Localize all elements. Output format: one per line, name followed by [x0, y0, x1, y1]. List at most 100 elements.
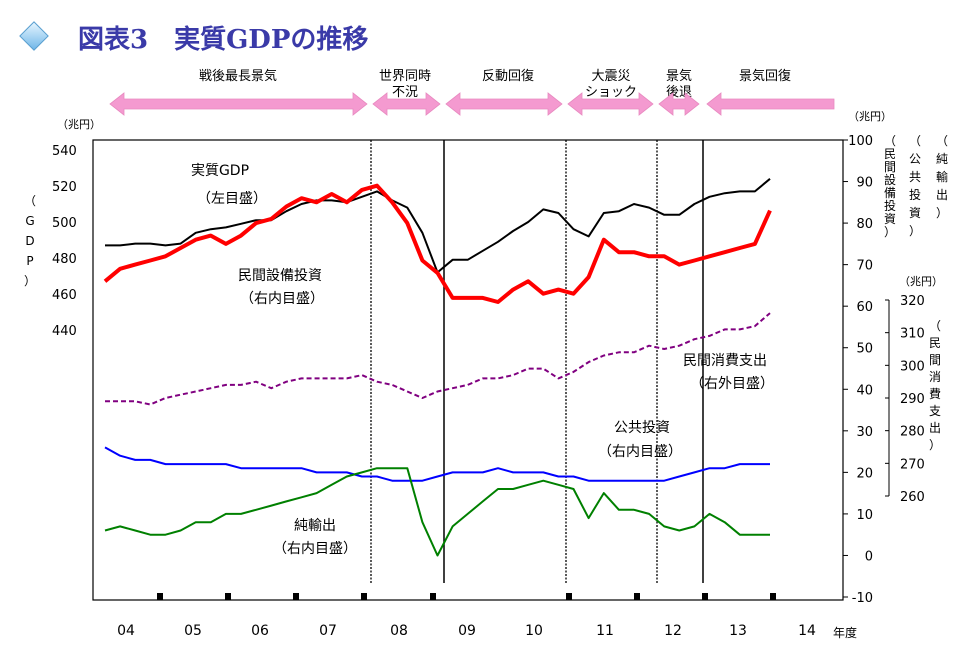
- right-inner-axis-title-char: 資: [909, 206, 921, 220]
- series-label: 民間設備投資: [238, 268, 322, 284]
- period-dividers: [370, 140, 704, 583]
- period-arrow: [109, 92, 368, 116]
- series-axis-label: （右外目盛）: [690, 376, 774, 392]
- left-axis-title-char: D: [25, 234, 34, 248]
- series-axis-label: （右内目盛）: [273, 541, 357, 557]
- right-inner-axis-title-char: ）: [884, 225, 896, 239]
- right-inner-tick-label: 70: [856, 259, 873, 274]
- series-label: 民間消費支出: [683, 353, 767, 369]
- x-tick-label: 12: [664, 623, 682, 639]
- x-year-marker: [702, 593, 708, 600]
- left-tick-label: 500: [52, 216, 77, 231]
- x-tick-label: 09: [458, 623, 476, 639]
- right-outer-tick-label: 290: [900, 392, 925, 407]
- series-line-1: [103, 183, 772, 304]
- series-line-2: [105, 312, 771, 406]
- left-axis-title-char: G: [25, 214, 34, 228]
- period-label: 景気: [666, 68, 692, 84]
- right-inner-axis-title-char: 共: [909, 170, 921, 184]
- right-inner-axis-title-char: 純: [936, 152, 948, 166]
- left-tick-label: 460: [52, 288, 77, 303]
- right-inner-axis-title-char: ）: [909, 224, 921, 238]
- right-outer-axis-title-char: （: [929, 319, 941, 333]
- x-axis-unit: 年度: [833, 625, 857, 640]
- left-tick-label: 520: [52, 180, 77, 195]
- chart-title: 図表3 実質GDPの推移: [78, 24, 368, 55]
- period-arrow: [372, 92, 441, 116]
- right-outer-axis-title-char: 費: [929, 386, 941, 401]
- right-inner-axis-title-char: 公: [909, 152, 921, 166]
- right-inner-tick-label: 90: [856, 176, 873, 191]
- x-tick-label: 06: [251, 623, 269, 639]
- right-inner-tick-label: 10: [856, 508, 873, 523]
- series-axis-label: （右内目盛）: [598, 444, 682, 460]
- left-tick-label: 540: [52, 144, 77, 159]
- series-axis-label: （右内目盛）: [240, 291, 324, 307]
- right-inner-axis-title-char: （: [884, 134, 896, 148]
- x-year-marker: [293, 593, 299, 600]
- right-inner-tick-label: 40: [856, 383, 873, 398]
- left-axis-title-char: （: [24, 194, 36, 208]
- x-year-marker: [634, 593, 640, 600]
- right-outer-tick-label: 300: [900, 359, 925, 374]
- right-inner-axis-title-char: 設: [884, 172, 896, 187]
- x-tick-label: 14: [798, 623, 816, 639]
- right-inner-tick-label: 60: [856, 300, 873, 315]
- right-inner-tick-label: 30: [856, 425, 873, 440]
- period-label: 世界同時: [379, 69, 431, 84]
- right-outer-tick-label: 310: [900, 327, 925, 342]
- right-inner-axis-title-char: 投: [884, 198, 896, 213]
- right-inner-tick-label: 80: [856, 217, 873, 232]
- period-label: ショック: [585, 85, 637, 100]
- x-year-marker: [225, 593, 231, 600]
- period-label: 大震災: [591, 69, 630, 84]
- series-axis-label: （左目盛）: [197, 191, 267, 207]
- diamond-icon: [19, 21, 49, 51]
- period-label: 反動回復: [482, 68, 534, 84]
- series-lines: [103, 178, 772, 557]
- period-label: 不況: [392, 85, 418, 100]
- right-outer-axis-title-char: 支: [929, 404, 941, 418]
- axes: 440 460 480 500 520 540 （兆円） （ GDP ） -10 0 10 20 30 40 5…: [24, 110, 948, 640]
- left-axis-title-char: P: [26, 254, 33, 268]
- right-inner-tick-label: 50: [856, 342, 873, 357]
- right-inner-axis-title-char: 備: [884, 185, 896, 200]
- series-labels: 実質GDP （左目盛） 民間設備投資 （右内目盛） 民間消費支出 （右外目盛） 公共投資 （右…: [191, 163, 774, 557]
- right-inner-axis-title-char: ）: [936, 206, 948, 220]
- period-arrow: [658, 92, 700, 116]
- x-tick-label: 11: [596, 623, 614, 639]
- series-label: 純輸出: [294, 518, 336, 534]
- x-tick-label: 08: [390, 623, 408, 639]
- x-year-marker: [361, 593, 367, 600]
- right-outer-tick-label: 260: [900, 490, 925, 505]
- right-inner-tick-label: 20: [856, 466, 873, 481]
- right-inner-axis-title-char: （: [909, 134, 921, 148]
- right-inner-tick-label: 100: [848, 134, 873, 149]
- right-outer-tick-label: 320: [900, 294, 925, 309]
- x-year-marker: [157, 593, 163, 600]
- x-tick-label: 04: [117, 623, 135, 639]
- period-label: 戦後最長景気: [199, 68, 277, 84]
- period-arrow: [567, 92, 654, 116]
- x-year-marker: [770, 593, 776, 600]
- series-label: 実質GDP: [191, 163, 249, 179]
- right-inner-axis-title-char: 出: [936, 188, 948, 202]
- x-tick-label: 10: [525, 623, 543, 639]
- left-tick-label: 480: [52, 252, 77, 267]
- right-inner-axis-title-char: 資: [884, 212, 896, 226]
- right-outer-axis-title-char: 出: [929, 421, 941, 435]
- right-inner-axis-title-char: 間: [884, 160, 896, 174]
- right-outer-axis-title-char: 民: [929, 336, 941, 350]
- right-outer-tick-label: 280: [900, 425, 925, 440]
- right-outer-axis-title-char: ）: [929, 438, 941, 452]
- right-inner-axis-title-char: 輸: [936, 169, 948, 184]
- period-label: 景気回復: [739, 68, 791, 84]
- x-tick-label: 13: [729, 623, 747, 639]
- series-label: 公共投資: [614, 420, 670, 436]
- x-tick-label: 05: [184, 623, 202, 639]
- period-arrow: [706, 92, 835, 116]
- right-inner-axis-title-char: 民: [884, 147, 896, 161]
- right-outer-axis-title-char: 消: [929, 370, 941, 384]
